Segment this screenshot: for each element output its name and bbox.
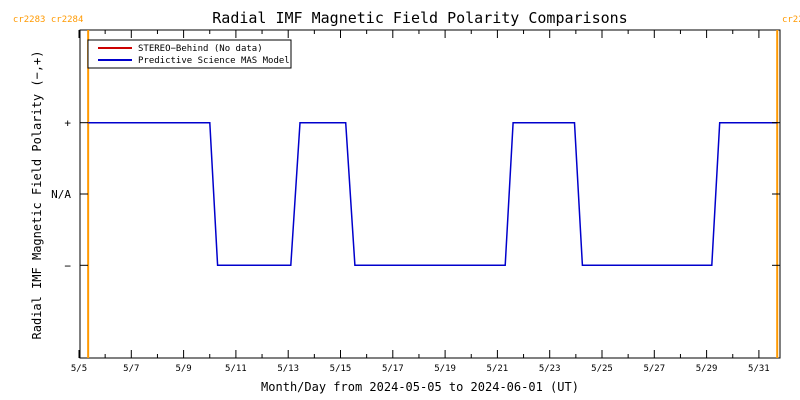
x-tick-label: 5/31 — [748, 364, 770, 374]
series-line-1 — [88, 121, 778, 267]
plot-frame — [79, 29, 781, 359]
y-axis-ticks: + N/A − — [51, 117, 780, 272]
x-tick-label: 5/21 — [487, 364, 509, 374]
x-tick-label: 5/27 — [643, 364, 665, 374]
x-tick-label: 5/7 — [123, 364, 139, 374]
x-tick-label: 5/11 — [225, 364, 247, 374]
x-tick-label: 5/19 — [434, 364, 456, 374]
chart-title: Radial IMF Magnetic Field Polarity Compa… — [212, 9, 627, 27]
series-layer — [88, 121, 778, 267]
legend-box — [87, 39, 292, 69]
x-axis-ticks: 5/5 5/7 5/9 5/11 5/13 5/15 5/17 5/19 5/21 5/23 5/2… — [71, 30, 770, 374]
x-tick-label: 5/25 — [591, 364, 613, 374]
carrington-marker-label: cr2283 cr2284 — [13, 15, 83, 25]
x-tick-label: 5/29 — [696, 364, 718, 374]
x-axis-label: Month/Day from 2024-05-05 to 2024-06-01 … — [261, 380, 579, 394]
y-tick-label: − — [64, 259, 71, 272]
y-tick-label: N/A — [51, 188, 71, 201]
x-tick-label: 5/17 — [382, 364, 404, 374]
legend-label-mas: Predictive Science MAS Model — [138, 56, 290, 66]
x-tick-label: 5/5 — [71, 364, 87, 374]
y-tick-label: + — [64, 117, 71, 130]
carrington-marker-label: cr2284 cr2285 — [782, 15, 800, 25]
x-tick-label: 5/15 — [330, 364, 352, 374]
x-tick-label: 5/9 — [175, 364, 191, 374]
x-tick-label: 5/23 — [539, 364, 561, 374]
x-tick-label: 5/13 — [277, 364, 299, 374]
legend-label-stereo: STEREO−Behind (No data) — [138, 44, 263, 54]
legend: STEREO−Behind (No data) Predictive Scien… — [87, 39, 292, 69]
y-axis-label: Radial IMF Magnetic Field Polarity (−,+) — [30, 51, 44, 340]
